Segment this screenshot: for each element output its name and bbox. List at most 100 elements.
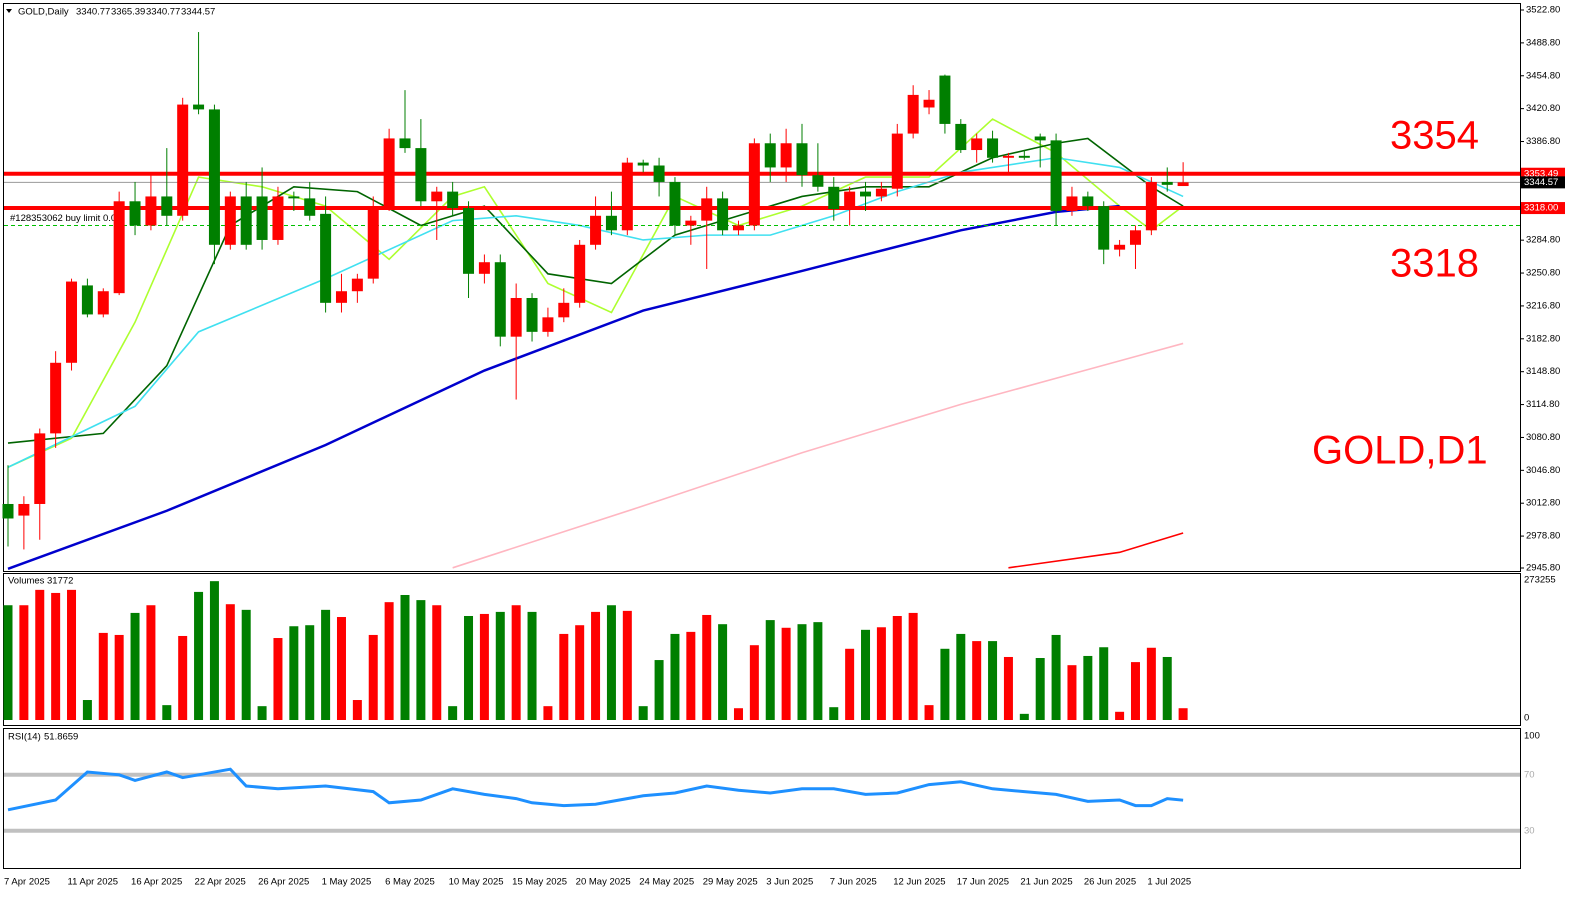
volume-bar [368, 634, 378, 720]
volume-bar [305, 625, 315, 720]
candle-body [1098, 206, 1110, 250]
y-tick-label: 3454.80 [1526, 70, 1560, 81]
candle-body [1129, 230, 1141, 245]
candle-body [1082, 196, 1094, 207]
volume-bar [1035, 658, 1045, 720]
annotation: GOLD,D1 [1312, 429, 1488, 473]
x-tick-label: 6 May 2025 [385, 877, 435, 888]
candle-body [669, 181, 681, 226]
y-tick-label: 273255 [1524, 575, 1556, 586]
x-tick-label: 3 Jun 2025 [766, 877, 813, 888]
volume-bar [479, 613, 489, 720]
volume-current: 31772 [47, 576, 73, 587]
y-tick-label: 3148.80 [1526, 366, 1560, 377]
y-tick-label: 3420.80 [1526, 103, 1560, 114]
volume-bar [559, 633, 569, 720]
volume-bar [622, 610, 632, 720]
volume-bar [114, 634, 124, 720]
candle-body [97, 291, 109, 315]
moving-average [452, 342, 1184, 569]
volume-bar [1019, 713, 1029, 720]
candle-body [415, 148, 427, 202]
candle-body [748, 143, 760, 226]
candle-body [717, 198, 729, 231]
candle-body [256, 196, 268, 240]
x-tick-label: 7 Apr 2025 [4, 877, 50, 888]
x-tick-label: 21 Jun 2025 [1020, 877, 1072, 888]
x-tick-label: 17 Jun 2025 [957, 877, 1009, 888]
volume-bar [972, 641, 982, 720]
volume-bar [448, 706, 458, 720]
x-tick-label: 26 Apr 2025 [258, 877, 309, 888]
candle-body [812, 175, 824, 187]
volume-bar [495, 611, 505, 720]
menu-arrow [6, 9, 12, 13]
candle-body [971, 138, 983, 151]
volume-bar [543, 706, 553, 720]
candle-body [288, 196, 300, 199]
candle-body [66, 281, 78, 363]
volume-bar [400, 594, 410, 720]
moving-average [7, 204, 1120, 570]
volume-bar [702, 614, 712, 720]
volume-bar [3, 605, 13, 720]
volume-bar [606, 605, 616, 720]
x-tick-label: 1 Jul 2025 [1147, 877, 1191, 888]
y-tick-label: 0 [1524, 713, 1529, 724]
volume-bar [51, 592, 61, 720]
y-tick-label: 3216.80 [1526, 300, 1560, 311]
volume-bar [130, 612, 140, 720]
volume-bar [289, 626, 299, 720]
candle-body [113, 201, 125, 294]
volume-bar [1178, 708, 1188, 720]
x-tick-label: 11 Apr 2025 [68, 877, 119, 888]
volume-bar [670, 633, 680, 720]
rsi-title: RSI(14) [8, 732, 41, 743]
volume-title: Volumes [8, 576, 45, 587]
y-tick-label: 3522.80 [1526, 5, 1560, 16]
candle-body [828, 186, 840, 210]
symbol-title: GOLD,Daily [18, 7, 69, 18]
x-tick-label: 12 Jun 2025 [893, 877, 945, 888]
volume-bar [797, 624, 807, 720]
candle-body [1177, 182, 1189, 187]
volume-bar [1067, 665, 1077, 720]
y-tick-label: 3284.80 [1526, 235, 1560, 246]
volume-bar [1130, 662, 1140, 720]
volume-bar [591, 611, 601, 720]
candle-body [987, 138, 999, 158]
volume-bar [575, 625, 585, 720]
candle-body [208, 109, 220, 245]
volume-bar [19, 605, 29, 720]
candle-body [1145, 181, 1157, 231]
candle-body [145, 196, 157, 226]
volume-bar [1115, 711, 1125, 720]
candle-body [844, 191, 856, 210]
volume-bar [98, 632, 108, 720]
candle-body [907, 94, 919, 134]
candle-body [558, 302, 570, 318]
y-tick-label: 3080.80 [1526, 432, 1560, 443]
x-tick-label: 10 May 2025 [449, 877, 504, 888]
price-panel [3, 3, 1521, 572]
candle-body [2, 503, 14, 519]
candle-body [923, 99, 935, 108]
candle-body [542, 317, 554, 332]
candle-body [1002, 155, 1014, 158]
y-tick-label: 30 [1524, 825, 1535, 836]
volume-bar [321, 609, 331, 720]
volume-bar [527, 611, 537, 720]
candle-body [939, 75, 951, 124]
volume-bar [876, 627, 886, 720]
volume-bar [82, 700, 92, 720]
candle-body [367, 206, 379, 279]
moving-average [1008, 532, 1184, 569]
volume-bar [1083, 655, 1093, 720]
x-tick-label: 15 May 2025 [512, 877, 567, 888]
y-tick-label: 3012.80 [1526, 498, 1560, 509]
volume-bar [352, 700, 362, 720]
volume-bar [940, 648, 950, 720]
volume-bar [162, 705, 172, 720]
candle-body [272, 196, 284, 240]
